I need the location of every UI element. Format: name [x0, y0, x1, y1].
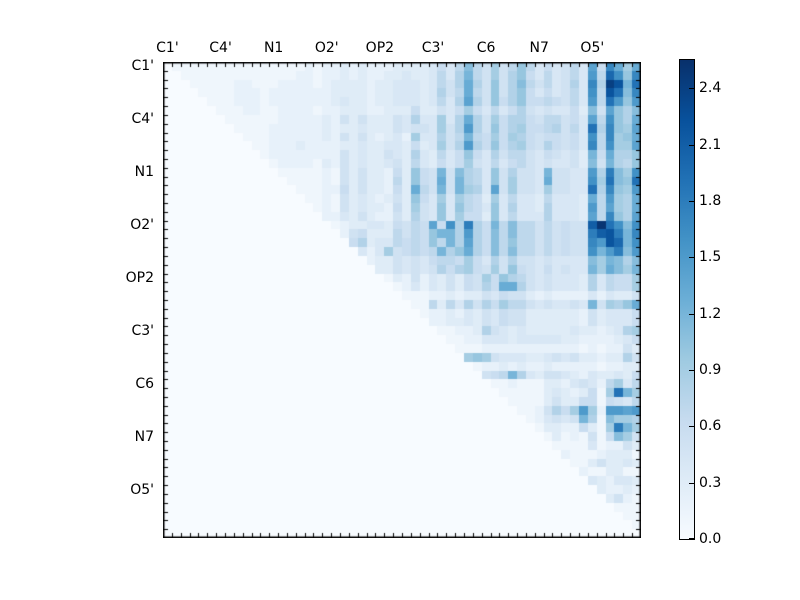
x-tick-label-O5': O5'	[580, 40, 605, 56]
colorbar-tick	[689, 538, 694, 539]
colorbar-tick	[689, 201, 694, 202]
y-tick-label-O2': O2'	[130, 217, 154, 234]
x-tick-label-OP2: OP2	[365, 40, 395, 56]
x-tick-label-C1': C1'	[156, 40, 179, 56]
colorbar-tick-label-1.5: 1.5	[699, 249, 722, 266]
colorbar-tick-label-0.0: 0.0	[699, 531, 722, 547]
y-tick-label-N1: N1	[134, 164, 154, 181]
colorbar-tick-label-0.6: 0.6	[699, 418, 722, 435]
colorbar-tick	[689, 426, 694, 427]
y-tick-label-C6: C6	[135, 375, 154, 392]
colorbar-tick-label-0.9: 0.9	[699, 361, 722, 378]
y-tick-label-C1': C1'	[131, 58, 154, 75]
x-tick-label-C4': C4'	[209, 40, 232, 56]
colorbar-tick	[689, 370, 694, 371]
colorbar-tick-label-0.3: 0.3	[699, 474, 722, 491]
y-tick-label-OP2: OP2	[125, 269, 154, 286]
colorbar-tick	[689, 257, 694, 258]
colorbar-tick	[689, 145, 694, 146]
heatmap-canvas	[163, 62, 641, 538]
x-tick-label-N1: N1	[263, 40, 284, 56]
colorbar-tick	[689, 314, 694, 315]
x-tick-label-N7: N7	[529, 40, 549, 56]
colorbar-tick	[689, 88, 694, 89]
x-tick-label-O2': O2'	[314, 40, 339, 56]
colorbar-tick-label-1.2: 1.2	[699, 305, 722, 322]
y-tick-label-N7: N7	[134, 428, 154, 445]
colorbar	[679, 59, 695, 540]
y-tick-label-O5': O5'	[130, 481, 154, 498]
x-tick-label-C3': C3'	[421, 40, 445, 56]
y-tick-label-C3': C3'	[131, 322, 154, 339]
y-tick-label-C4': C4'	[131, 111, 154, 128]
x-tick-label-C6: C6	[476, 40, 496, 56]
colorbar-tick-label-2.4: 2.4	[699, 80, 722, 97]
colorbar-tick-label-2.1: 2.1	[699, 136, 722, 153]
colorbar-tick	[689, 483, 694, 484]
colorbar-gradient	[680, 60, 694, 539]
colorbar-tick-label-1.8: 1.8	[699, 192, 722, 209]
